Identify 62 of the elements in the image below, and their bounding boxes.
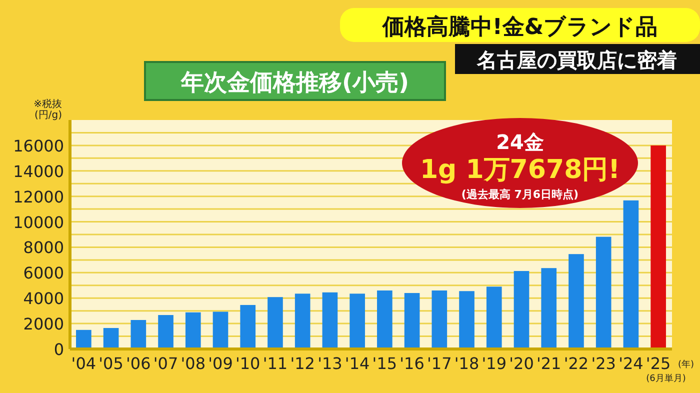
y-tick-label: 16000 bbox=[13, 136, 64, 156]
x-tick-label: '18 bbox=[454, 354, 480, 373]
bar bbox=[76, 330, 92, 349]
x-tick-label: '21 bbox=[536, 354, 562, 373]
chart-subtitle: 名古屋の買取店に密着 bbox=[476, 48, 677, 72]
x-tick-label: '09 bbox=[208, 354, 233, 373]
y-tick-label: 8000 bbox=[23, 238, 64, 258]
bar bbox=[541, 268, 557, 349]
x-tick-label: '23 bbox=[591, 354, 616, 373]
bar bbox=[130, 320, 146, 349]
x-tick-label: '17 bbox=[427, 354, 452, 373]
bar bbox=[268, 297, 283, 349]
bar bbox=[212, 312, 228, 349]
bar bbox=[623, 200, 639, 349]
bar bbox=[240, 304, 256, 349]
x-tick-label: '14 bbox=[344, 354, 370, 373]
bar bbox=[596, 236, 612, 349]
bar bbox=[650, 145, 666, 349]
y-tick-label: 14000 bbox=[13, 162, 64, 181]
bar bbox=[377, 290, 392, 349]
x-tick-label: '15 bbox=[372, 354, 398, 373]
y-tick-label: 4000 bbox=[23, 289, 64, 308]
bar bbox=[103, 328, 119, 349]
bar bbox=[322, 292, 338, 349]
y-tick-label: 0 bbox=[54, 340, 64, 359]
x-tick-label: '19 bbox=[482, 354, 507, 373]
y-tick-label: 2000 bbox=[23, 314, 64, 334]
bar bbox=[514, 271, 530, 349]
y-tick-label: 12000 bbox=[13, 187, 64, 206]
x-tick-label: '10 bbox=[235, 354, 260, 373]
y-tick-label: 6000 bbox=[23, 264, 64, 283]
x-tick-label: '20 bbox=[509, 354, 534, 373]
bar bbox=[185, 312, 201, 349]
annotation: 1g 1万7678円! bbox=[420, 155, 620, 185]
x-tick-label: '25 bbox=[646, 354, 671, 373]
annotation: (過去最高 7月6日時点) bbox=[461, 188, 579, 201]
x-tick-label: '06 bbox=[126, 354, 151, 373]
bar bbox=[404, 293, 420, 349]
bar bbox=[350, 294, 365, 349]
x-tick-label: '04 bbox=[71, 354, 96, 373]
bar bbox=[294, 294, 310, 349]
x-tick-label: '07 bbox=[153, 354, 178, 373]
chart-title: 価格高騰中!金&ブランド品 bbox=[381, 14, 658, 40]
bar bbox=[432, 290, 448, 349]
x-tick-label: '24 bbox=[618, 354, 644, 373]
x-tick-label: '11 bbox=[262, 354, 288, 373]
bar bbox=[568, 254, 584, 349]
x-tick-label: '22 bbox=[564, 354, 589, 373]
y-axis-title: ※税抜 (円/g) bbox=[34, 98, 62, 121]
x-tick-label: '08 bbox=[180, 354, 206, 373]
bar bbox=[158, 315, 174, 349]
x-tick-label: '13 bbox=[318, 354, 342, 373]
text: 年次金価格推移(小売) bbox=[180, 70, 410, 96]
text: (6月単月) bbox=[646, 373, 686, 384]
x-tick-label: '05 bbox=[98, 354, 124, 373]
bar bbox=[459, 291, 474, 349]
annotation: 24金 bbox=[496, 130, 544, 154]
x-axis-title: (年) bbox=[678, 359, 694, 370]
bar bbox=[486, 286, 502, 349]
x-tick-label: '16 bbox=[400, 354, 424, 373]
x-tick-label: '12 bbox=[290, 354, 315, 373]
y-tick-label: 10000 bbox=[13, 212, 64, 232]
